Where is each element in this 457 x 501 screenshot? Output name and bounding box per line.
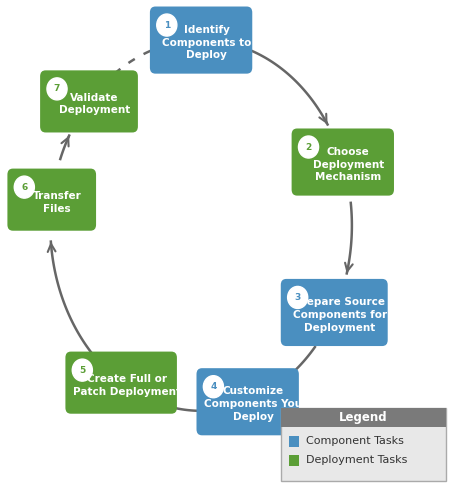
Circle shape — [287, 287, 308, 309]
Text: 1: 1 — [164, 21, 170, 30]
Circle shape — [14, 176, 34, 198]
FancyBboxPatch shape — [289, 436, 299, 447]
Text: 7: 7 — [54, 84, 60, 93]
Text: 6: 6 — [21, 183, 27, 191]
FancyBboxPatch shape — [289, 455, 299, 466]
Text: Legend: Legend — [339, 411, 388, 424]
FancyBboxPatch shape — [292, 128, 394, 195]
Text: Customize
Components You
Deploy: Customize Components You Deploy — [204, 386, 302, 422]
FancyBboxPatch shape — [65, 352, 177, 414]
Text: Deployment Tasks: Deployment Tasks — [306, 455, 407, 465]
FancyBboxPatch shape — [281, 408, 446, 427]
FancyBboxPatch shape — [40, 70, 138, 132]
Circle shape — [203, 376, 223, 398]
Circle shape — [157, 14, 177, 36]
FancyBboxPatch shape — [281, 408, 446, 481]
FancyBboxPatch shape — [7, 169, 96, 231]
Text: 4: 4 — [210, 382, 217, 391]
Text: Choose
Deployment
Mechanism: Choose Deployment Mechanism — [313, 147, 384, 182]
Text: 3: 3 — [295, 293, 301, 302]
Text: Transfer
Files: Transfer Files — [33, 191, 82, 213]
Text: 5: 5 — [79, 366, 85, 375]
Circle shape — [47, 78, 67, 100]
Text: Identify
Components to
Deploy: Identify Components to Deploy — [162, 25, 251, 61]
Text: Prepare Source
Components for
Deployment: Prepare Source Components for Deployment — [292, 297, 387, 333]
Text: Create Full or
Patch Deployment: Create Full or Patch Deployment — [73, 374, 181, 397]
Text: 2: 2 — [305, 142, 312, 151]
FancyBboxPatch shape — [197, 368, 299, 435]
Text: Validate
Deployment: Validate Deployment — [59, 93, 130, 115]
Text: Component Tasks: Component Tasks — [306, 436, 404, 446]
FancyBboxPatch shape — [281, 279, 388, 346]
Circle shape — [298, 136, 319, 158]
FancyBboxPatch shape — [150, 7, 252, 74]
Circle shape — [72, 359, 92, 381]
